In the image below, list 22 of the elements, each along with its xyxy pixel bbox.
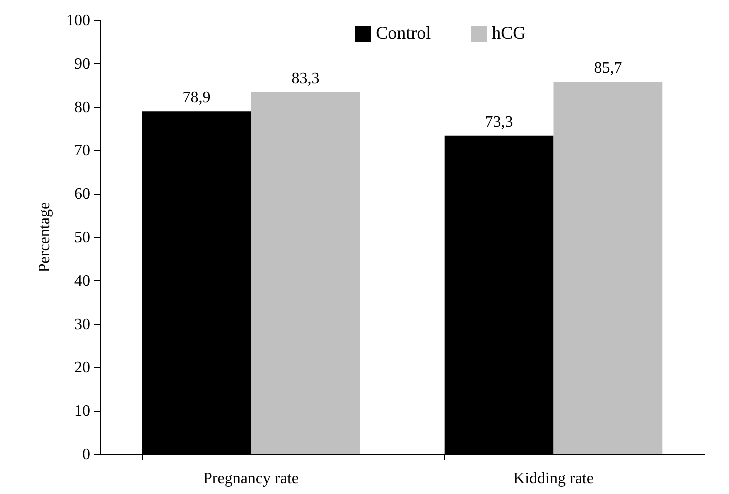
y-tick-label: 90 (74, 56, 90, 73)
y-tick-label: 100 (66, 12, 90, 30)
data-label: 83,3 (292, 70, 320, 88)
data-label: 73,3 (485, 114, 514, 131)
y-tick-label: 80 (74, 99, 90, 116)
y-tick-label: 30 (74, 316, 90, 334)
y-tick-label: 0 (82, 446, 90, 464)
data-label: 78,9 (182, 90, 211, 107)
y-tick-label: 50 (74, 230, 90, 246)
legend-label: hCG (492, 23, 526, 43)
y-tick-label: 70 (74, 142, 90, 160)
y-tick-label: 60 (74, 186, 90, 204)
x-tick-label: Pregnancy rate (203, 470, 300, 488)
bar (251, 92, 360, 454)
legend-label: Control (376, 23, 432, 43)
x-tick-label: Kidding rate (514, 470, 594, 488)
y-axis-title: Percentage (36, 202, 54, 273)
y-tick-label: 10 (74, 403, 90, 420)
y-tick-label: 40 (74, 272, 90, 290)
y-tick-label: 20 (74, 360, 90, 377)
bar (554, 82, 663, 454)
data-label: 85,7 (594, 60, 622, 78)
